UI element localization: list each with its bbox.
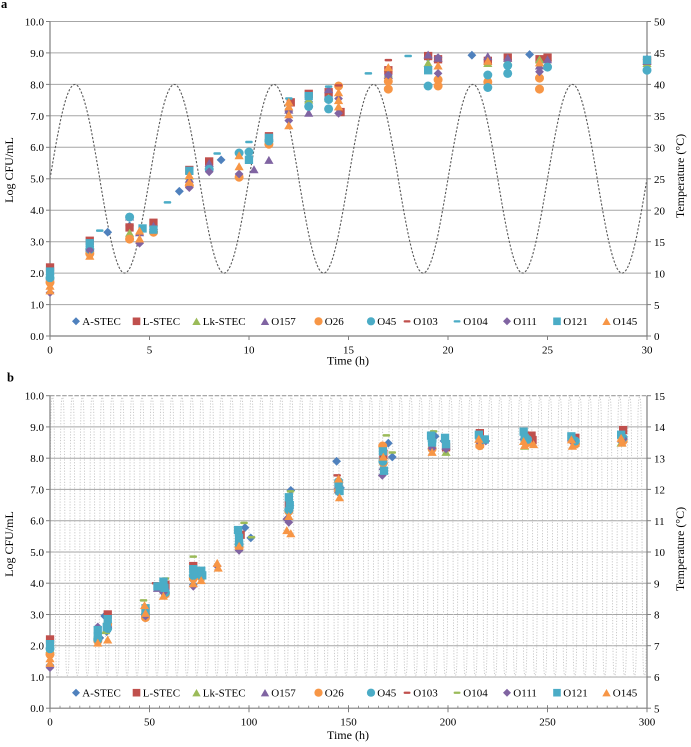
svg-text:O104: O104 xyxy=(463,688,488,700)
svg-text:8.0: 8.0 xyxy=(30,79,44,91)
svg-text:10: 10 xyxy=(244,344,256,356)
svg-text:12: 12 xyxy=(654,485,665,497)
svg-text:Time (h): Time (h) xyxy=(327,728,369,742)
svg-text:4.0: 4.0 xyxy=(30,578,44,590)
svg-text:Temperature (°C): Temperature (°C) xyxy=(673,134,687,218)
svg-text:5: 5 xyxy=(654,703,660,715)
svg-text:25: 25 xyxy=(542,344,554,356)
svg-text:5: 5 xyxy=(147,344,153,356)
svg-text:2.0: 2.0 xyxy=(30,268,44,280)
svg-text:Lk-STEC: Lk-STEC xyxy=(203,688,246,700)
svg-text:O45: O45 xyxy=(377,316,396,328)
svg-text:O145: O145 xyxy=(613,688,638,700)
svg-text:15: 15 xyxy=(654,391,666,403)
svg-text:0: 0 xyxy=(654,331,660,343)
svg-text:A-STEC: A-STEC xyxy=(82,688,121,700)
svg-text:O103: O103 xyxy=(413,688,438,700)
svg-text:O157: O157 xyxy=(271,316,296,328)
svg-text:15: 15 xyxy=(654,237,666,249)
svg-text:2.0: 2.0 xyxy=(30,641,44,653)
svg-text:7: 7 xyxy=(654,641,660,653)
svg-text:15: 15 xyxy=(343,344,355,356)
svg-text:L-STEC: L-STEC xyxy=(143,688,180,700)
svg-text:9.0: 9.0 xyxy=(30,422,44,434)
svg-text:250: 250 xyxy=(539,717,556,729)
svg-text:0.0: 0.0 xyxy=(30,331,44,343)
svg-text:10: 10 xyxy=(654,547,666,559)
svg-text:150: 150 xyxy=(340,717,357,729)
svg-text:a: a xyxy=(1,0,8,11)
svg-text:3.0: 3.0 xyxy=(30,237,44,249)
svg-text:O26: O26 xyxy=(325,688,344,700)
svg-text:100: 100 xyxy=(241,717,258,729)
svg-text:Log CFU/mL: Log CFU/mL xyxy=(2,137,16,203)
svg-text:O104: O104 xyxy=(463,316,488,328)
svg-text:Temperature (°C): Temperature (°C) xyxy=(673,507,687,591)
svg-text:O111: O111 xyxy=(513,688,537,700)
svg-text:8.0: 8.0 xyxy=(30,453,44,465)
svg-text:5: 5 xyxy=(654,300,660,312)
svg-text:200: 200 xyxy=(440,717,457,729)
svg-text:3.0: 3.0 xyxy=(30,609,44,621)
svg-text:45: 45 xyxy=(654,48,666,60)
svg-text:50: 50 xyxy=(144,717,156,729)
svg-text:O121: O121 xyxy=(563,688,587,700)
svg-text:O111: O111 xyxy=(513,316,537,328)
svg-text:A-STEC: A-STEC xyxy=(82,316,121,328)
svg-text:10.0: 10.0 xyxy=(25,16,45,28)
svg-text:6.0: 6.0 xyxy=(30,516,44,528)
svg-text:30: 30 xyxy=(654,143,666,155)
svg-text:1.0: 1.0 xyxy=(30,299,44,311)
svg-text:0: 0 xyxy=(47,717,53,729)
svg-text:5.0: 5.0 xyxy=(30,174,44,186)
svg-text:O103: O103 xyxy=(413,316,438,328)
svg-text:L-STEC: L-STEC xyxy=(143,316,180,328)
svg-text:6.0: 6.0 xyxy=(30,142,44,154)
svg-text:O26: O26 xyxy=(325,316,344,328)
svg-text:40: 40 xyxy=(654,80,666,92)
svg-text:Log CFU/mL: Log CFU/mL xyxy=(2,511,16,577)
svg-text:11: 11 xyxy=(654,516,665,528)
svg-text:30: 30 xyxy=(642,344,654,356)
svg-text:Lk-STEC: Lk-STEC xyxy=(203,316,246,328)
svg-text:35: 35 xyxy=(654,111,666,123)
svg-text:20: 20 xyxy=(654,205,666,217)
svg-text:8: 8 xyxy=(654,610,660,622)
svg-text:7.0: 7.0 xyxy=(30,111,44,123)
svg-text:4.0: 4.0 xyxy=(30,205,44,217)
svg-text:300: 300 xyxy=(639,717,656,729)
svg-text:O45: O45 xyxy=(377,688,396,700)
svg-text:7.0: 7.0 xyxy=(30,484,44,496)
svg-text:20: 20 xyxy=(443,344,455,356)
svg-text:10: 10 xyxy=(654,268,666,280)
svg-text:13: 13 xyxy=(654,453,666,465)
svg-text:14: 14 xyxy=(654,422,666,434)
svg-text:25: 25 xyxy=(654,174,666,186)
svg-text:Time (h): Time (h) xyxy=(327,354,369,368)
svg-text:5.0: 5.0 xyxy=(30,547,44,559)
svg-text:O145: O145 xyxy=(613,316,638,328)
svg-text:50: 50 xyxy=(654,17,666,29)
svg-text:0.0: 0.0 xyxy=(30,703,44,715)
svg-text:b: b xyxy=(7,371,14,385)
svg-text:1.0: 1.0 xyxy=(30,672,44,684)
svg-text:0: 0 xyxy=(47,344,53,356)
svg-text:9.0: 9.0 xyxy=(30,48,44,60)
svg-text:O157: O157 xyxy=(271,688,296,700)
svg-text:10.0: 10.0 xyxy=(25,391,45,403)
svg-text:O121: O121 xyxy=(563,316,587,328)
svg-text:6: 6 xyxy=(654,672,660,684)
svg-text:9: 9 xyxy=(654,578,660,590)
